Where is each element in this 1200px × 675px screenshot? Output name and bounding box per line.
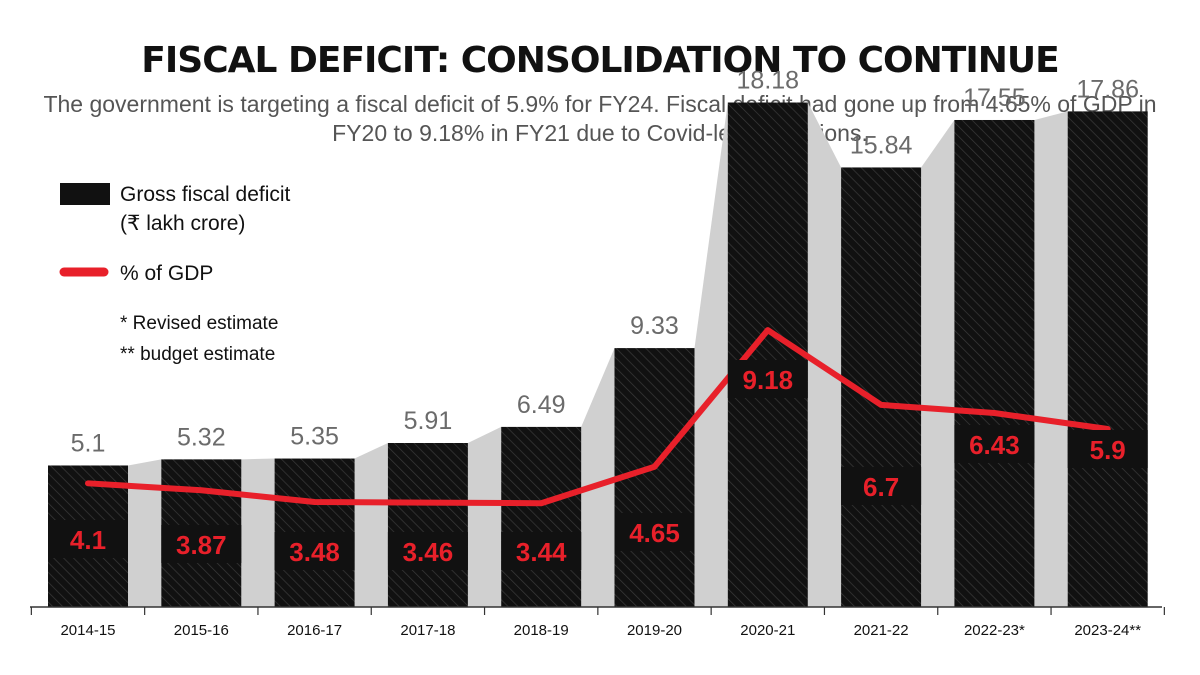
pct-label-box (161, 525, 242, 563)
bar-value-label: 5.1 (71, 429, 106, 457)
legend: Gross fiscal deficit (₹ lakh crore) % of… (59, 183, 291, 365)
pct-label-box (1067, 430, 1148, 468)
x-tick-label: 2017-18 (400, 622, 455, 639)
pct-label: 6.43 (969, 430, 1020, 460)
legend-line-label: % of GDP (120, 262, 213, 285)
bar-value-label: 15.84 (850, 131, 913, 159)
pct-label-box (274, 532, 355, 570)
pct-label: 9.18 (742, 365, 793, 395)
x-axis: 2014-15 2015-16 2016-17 2017-18 2018-19 2019-… (30, 606, 1165, 639)
bar-group (48, 102, 1148, 608)
bar-value-label: 5.32 (177, 423, 226, 451)
pct-label-group: 4.1 3.87 3.48 3.46 3.44 4.65 9.18 6.7 6.43 5.9 (48, 360, 1148, 570)
bar-2017-18 (387, 442, 468, 607)
bar-value-label: 5.35 (290, 423, 339, 451)
pct-label: 4.65 (629, 518, 680, 548)
bar-2018-19 (501, 426, 582, 607)
bar-value-label: 17.55 (963, 84, 1026, 112)
x-tick-label: 2018-19 (514, 622, 569, 639)
bar-connector-2021-22 (921, 119, 955, 608)
bar-value-label: 6.49 (517, 391, 566, 419)
note-revised-estimate: * Revised estimate (120, 313, 278, 334)
bar-connector-2020-21 (807, 102, 842, 607)
legend-bar-unit: (₹ lakh crore) (120, 212, 245, 235)
pct-label: 3.87 (176, 530, 227, 560)
pct-line-group (85, 327, 1111, 507)
legend-bar-label: Gross fiscal deficit (120, 183, 291, 206)
pct-label: 4.1 (70, 525, 106, 555)
chart-title: FISCAL DEFICIT: CONSOLIDATION TO CONTINU… (141, 40, 1059, 81)
pct-label-box (501, 532, 582, 570)
note-budget-estimate: ** budget estimate (120, 344, 275, 365)
bar-value-label: 5.91 (404, 407, 453, 435)
bar-connector-2019-20 (694, 102, 728, 607)
pct-label: 3.48 (289, 537, 340, 567)
bar-connector-2022-23* (1034, 111, 1068, 607)
pct-label-box (614, 513, 695, 551)
bar-value-label: 18.18 (737, 67, 800, 95)
pct-label: 3.44 (516, 537, 567, 567)
bar-value-label: 17.86 (1076, 75, 1139, 103)
x-tick-label: 2019-20 (627, 622, 682, 639)
x-tick-label: 2021-22 (854, 622, 909, 639)
pct-label-box (387, 532, 468, 570)
bar-value-label: 9.33 (630, 312, 679, 340)
bar-2023-24** (1067, 111, 1148, 607)
pct-label-box (48, 520, 128, 558)
bar-2022-23* (954, 119, 1035, 608)
legend-bar-swatch (60, 183, 110, 205)
x-tick-label: 2014-15 (60, 622, 115, 639)
pct-label-box (954, 425, 1035, 463)
pct-label: 3.46 (403, 537, 454, 567)
bar-connector-2017-18 (467, 426, 502, 607)
pct-label-box (841, 467, 922, 505)
bar-value-label-group: 5.1 5.32 5.35 5.91 6.49 9.33 18.18 15.84 17.55 17… (71, 67, 1139, 458)
x-tick-label: 2016-17 (287, 622, 342, 639)
pct-label: 5.9 (1090, 435, 1126, 465)
x-tick-label: 2023-24** (1074, 622, 1141, 639)
bar-connector-2018-19 (581, 348, 615, 607)
x-tick-label: 2022-23* (964, 622, 1025, 639)
x-tick-label: 2020-21 (740, 622, 795, 639)
bar-connector-2015-16 (241, 458, 275, 607)
bar-connector-2014-15 (128, 459, 162, 607)
bar-2020-21 (727, 102, 808, 607)
pct-of-gdp-line (85, 327, 1111, 507)
pct-label-box (727, 360, 808, 398)
bar-connector-2016-17 (354, 442, 388, 607)
x-tick-label: 2015-16 (174, 622, 229, 639)
pct-label: 6.7 (863, 472, 899, 502)
